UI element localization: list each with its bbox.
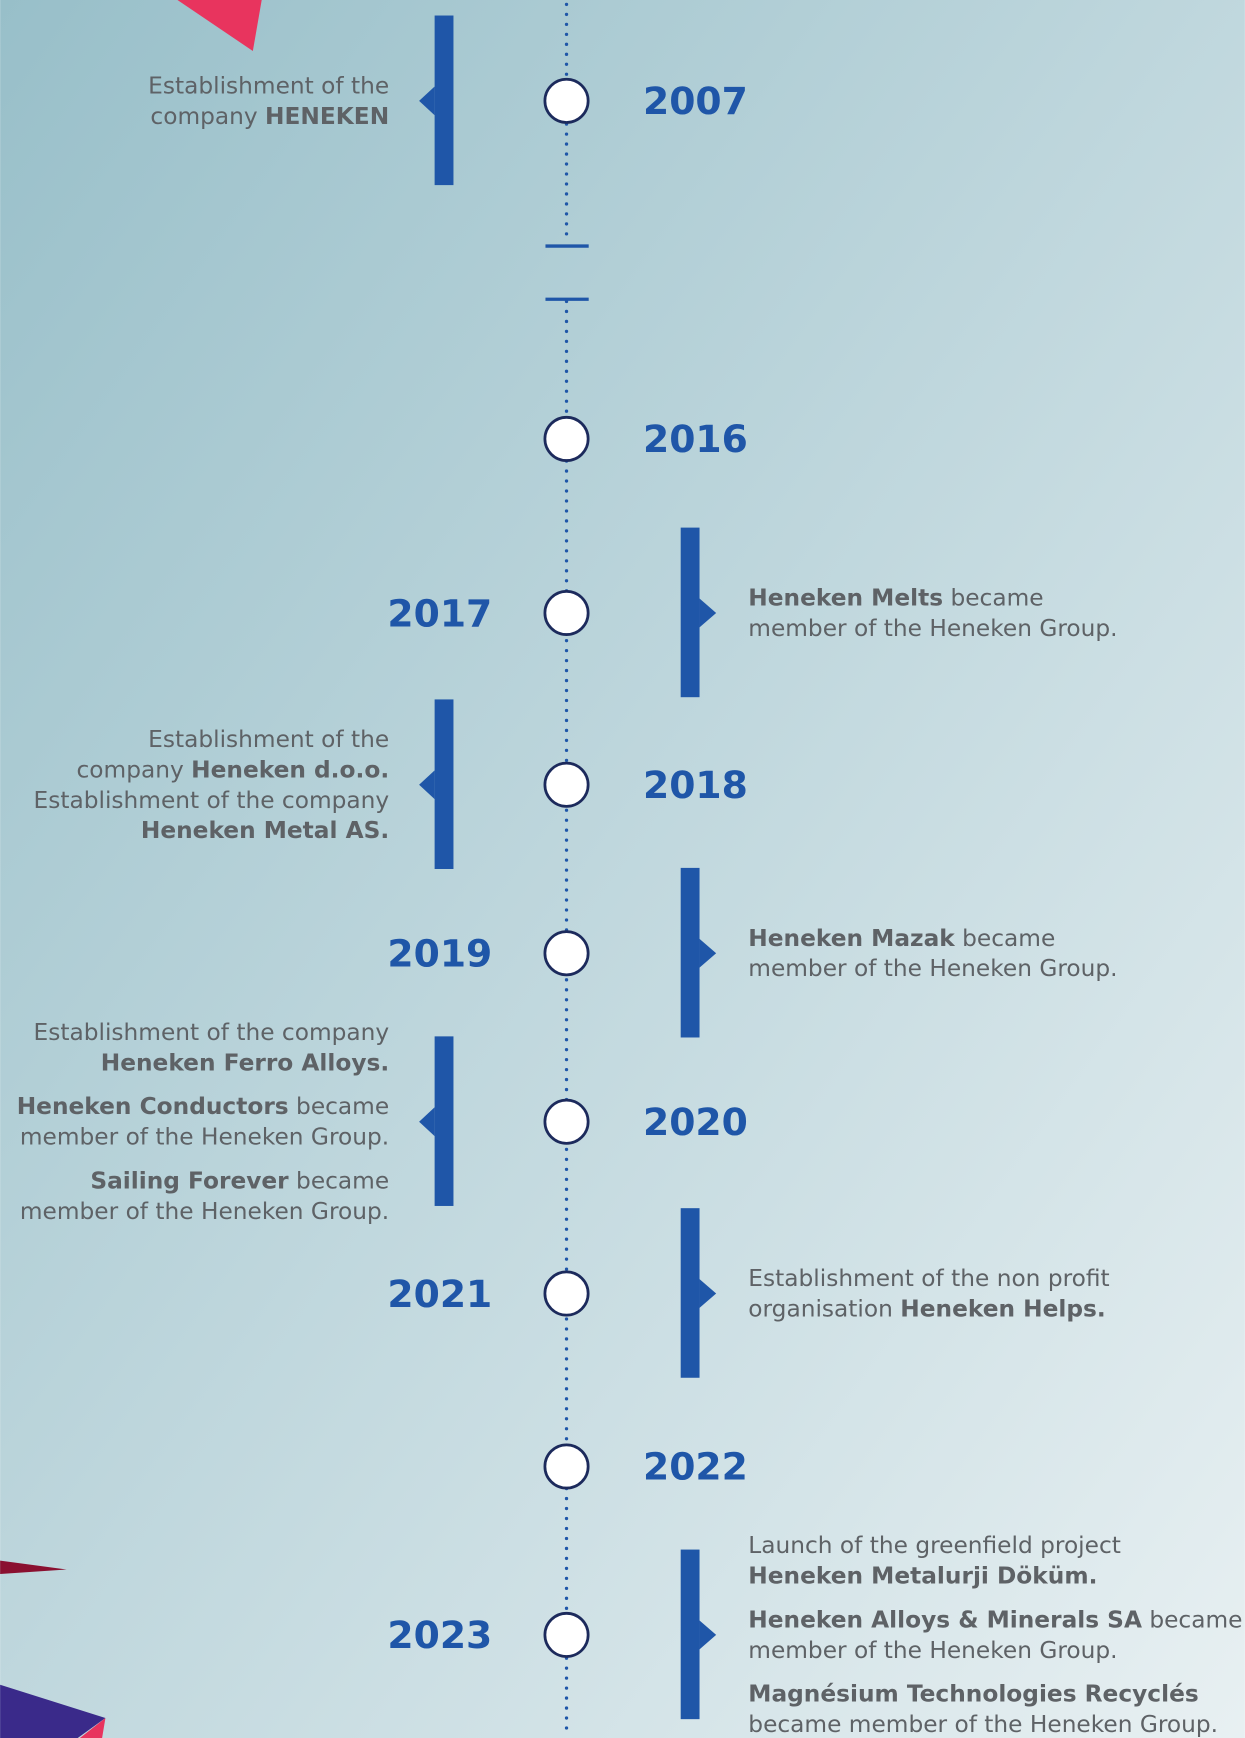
note-line: Establishment of the company xyxy=(34,1019,390,1046)
note-bold: HENEKEN xyxy=(265,103,389,130)
note-text: member of the Heneken Group. xyxy=(748,615,1117,642)
note-line: organisation Heneken Helps. xyxy=(748,1296,1105,1323)
note-line: member of the Heneken Group. xyxy=(20,1124,389,1151)
note-line: Heneken Conductors became xyxy=(17,1093,389,1120)
year-node xyxy=(543,1611,590,1658)
note-bold: Heneken Helps. xyxy=(900,1296,1105,1323)
bracket-arrow xyxy=(699,938,717,968)
note-line: Establishment of the xyxy=(148,726,389,753)
note-text: member of the Heneken Group. xyxy=(20,1124,389,1151)
bracket xyxy=(680,1208,700,1378)
note-text: Launch of the greenfield project xyxy=(748,1532,1121,1559)
bracket-arrow xyxy=(699,598,717,628)
note-text: became xyxy=(1142,1606,1243,1633)
note-bold: Heneken d.o.o. xyxy=(191,756,389,783)
note-bold: Heneken Conductors xyxy=(17,1093,289,1120)
note-text: Establishment of the company xyxy=(34,787,390,814)
note-line: Heneken Alloys & Minerals SA became xyxy=(748,1606,1242,1633)
note-line: Heneken Metalurji Döküm. xyxy=(748,1563,1097,1590)
note-bold: Heneken Mazak xyxy=(748,925,955,952)
note-text: became xyxy=(955,925,1056,952)
year-node xyxy=(543,1270,590,1317)
note-line: Magnésium Technologies Recyclés xyxy=(748,1681,1198,1708)
note-text: Establishment of the non profit xyxy=(748,1265,1109,1292)
bracket xyxy=(434,15,454,186)
note-line: company HENEKEN xyxy=(150,103,389,130)
decor-triangle xyxy=(177,0,262,51)
note-bold: Sailing Forever xyxy=(90,1168,289,1195)
year-label: 2022 xyxy=(643,1445,748,1489)
note-line: company Heneken d.o.o. xyxy=(77,756,390,783)
year-label: 2007 xyxy=(643,79,748,123)
note-line: Heneken Melts became xyxy=(748,584,1043,611)
note-text: member of the Heneken Group. xyxy=(748,955,1117,982)
decor-triangle xyxy=(79,1718,106,1738)
note-line: member of the Heneken Group. xyxy=(748,615,1117,642)
note-line: member of the Heneken Group. xyxy=(748,1637,1117,1664)
note-line: member of the Heneken Group. xyxy=(20,1198,389,1225)
note-line: Establishment of the xyxy=(148,72,389,99)
bracket xyxy=(434,1036,454,1206)
note-line: Heneken Mazak became xyxy=(748,925,1055,952)
bracket-arrow xyxy=(419,770,435,800)
note-bold: Heneken Metalurji Döküm. xyxy=(748,1563,1097,1590)
note-line: Establishment of the non profit xyxy=(748,1265,1109,1292)
year-node xyxy=(543,415,590,462)
note-line: Establishment of the company xyxy=(34,787,390,814)
note-line: became member of the Heneken Group. xyxy=(748,1711,1218,1738)
year-label: 2016 xyxy=(643,417,748,461)
note-text: Establishment of the company xyxy=(34,1019,390,1046)
bracket xyxy=(680,867,700,1038)
note-text: Establishment of the xyxy=(148,726,389,753)
year-node xyxy=(543,589,590,636)
note-text: organisation xyxy=(748,1296,900,1323)
note-line: Heneken Ferro Alloys. xyxy=(101,1049,389,1076)
year-label: 2019 xyxy=(387,932,492,976)
bracket-arrow xyxy=(699,1279,717,1308)
note-line: Launch of the greenfield project xyxy=(748,1532,1121,1559)
note-text: became member of the Heneken Group. xyxy=(748,1711,1218,1738)
note-line: member of the Heneken Group. xyxy=(748,955,1117,982)
bracket xyxy=(680,1549,700,1720)
bracket-arrow xyxy=(419,86,435,116)
note-line: Sailing Forever became xyxy=(90,1168,389,1195)
note-bold: Heneken Metal AS. xyxy=(141,817,389,844)
note-text: company xyxy=(77,756,192,783)
year-node xyxy=(543,761,590,808)
year-node xyxy=(543,930,590,977)
year-node xyxy=(543,77,590,124)
year-label: 2023 xyxy=(387,1613,492,1657)
year-label: 2017 xyxy=(387,591,492,635)
note-bold: Heneken Melts xyxy=(748,584,943,611)
year-label: 2021 xyxy=(387,1272,492,1316)
bracket xyxy=(434,699,454,869)
year-node xyxy=(543,1443,590,1490)
note-text: company xyxy=(150,103,265,130)
note-text: became xyxy=(289,1168,390,1195)
note-text: became xyxy=(943,584,1044,611)
year-label: 2018 xyxy=(643,763,748,807)
bracket xyxy=(680,527,700,698)
note-text: member of the Heneken Group. xyxy=(748,1637,1117,1664)
year-label: 2020 xyxy=(643,1100,748,1144)
note-line: Heneken Metal AS. xyxy=(141,817,389,844)
decor-triangle xyxy=(0,1684,106,1738)
bracket-arrow xyxy=(699,1620,717,1650)
note-bold: Magnésium Technologies Recyclés xyxy=(748,1681,1198,1708)
bracket-arrow xyxy=(419,1107,435,1137)
note-text: became xyxy=(289,1093,390,1120)
note-text: member of the Heneken Group. xyxy=(20,1198,389,1225)
year-node xyxy=(543,1098,590,1145)
note-bold: Heneken Alloys & Minerals SA xyxy=(748,1606,1142,1633)
note-bold: Heneken Ferro Alloys. xyxy=(101,1049,389,1076)
note-text: Establishment of the xyxy=(148,72,389,99)
